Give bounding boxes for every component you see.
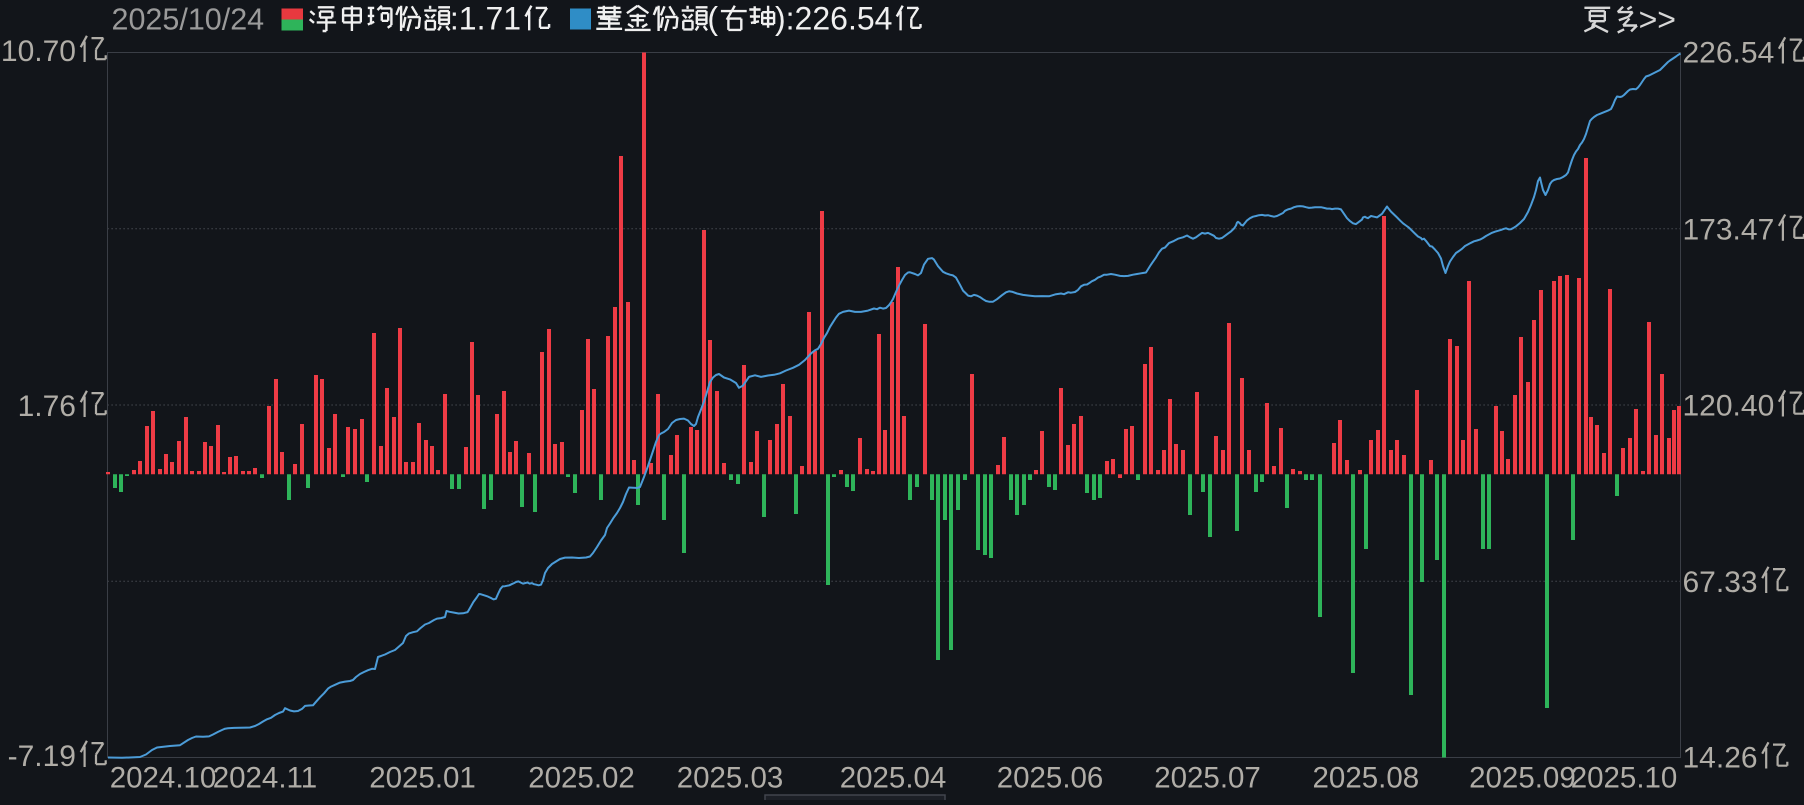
svg-text:2025.03: 2025.03 — [677, 762, 784, 795]
svg-text:2025/10/24: 2025/10/24 — [112, 3, 265, 37]
svg-text:2025.08: 2025.08 — [1313, 762, 1420, 795]
svg-text:2025.09: 2025.09 — [1469, 762, 1576, 795]
svg-text:(: ( — [707, 1, 718, 37]
svg-text:2025.07: 2025.07 — [1154, 762, 1261, 795]
svg-text:2025.06: 2025.06 — [997, 762, 1104, 795]
svg-text:67.33: 67.33 — [1683, 566, 1758, 599]
svg-text:2024.11: 2024.11 — [213, 762, 317, 795]
svg-text:-7.19: -7.19 — [8, 740, 76, 773]
svg-text:2024.10: 2024.10 — [110, 762, 217, 795]
svg-text:10.70: 10.70 — [1, 35, 76, 68]
svg-text:2025.04: 2025.04 — [840, 762, 947, 795]
svg-text:2025.10: 2025.10 — [1571, 762, 1678, 795]
svg-text:120.40: 120.40 — [1683, 390, 1775, 423]
svg-text:):226.54: ):226.54 — [775, 1, 892, 37]
svg-text:226.54: 226.54 — [1683, 37, 1775, 70]
svg-text:14.26: 14.26 — [1683, 742, 1758, 775]
svg-text:2025.01: 2025.01 — [369, 762, 476, 795]
svg-text:2025.02: 2025.02 — [528, 762, 635, 795]
svg-text::1.71: :1.71 — [450, 1, 521, 37]
svg-text:173.47: 173.47 — [1683, 214, 1775, 247]
svg-text:1.76: 1.76 — [18, 390, 76, 423]
svg-text:>>: >> — [1639, 2, 1676, 38]
